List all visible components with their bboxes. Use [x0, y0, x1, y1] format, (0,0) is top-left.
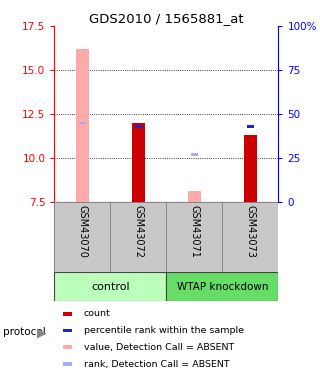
Text: GSM43073: GSM43073 — [245, 206, 255, 258]
Text: percentile rank within the sample: percentile rank within the sample — [84, 326, 244, 335]
Text: control: control — [91, 282, 130, 292]
Text: GSM43070: GSM43070 — [77, 206, 87, 258]
Bar — [79, 122, 86, 124]
FancyBboxPatch shape — [166, 202, 222, 272]
Bar — [63, 345, 72, 349]
Text: ▶: ▶ — [37, 327, 46, 339]
Bar — [76, 49, 89, 202]
Text: GSM43072: GSM43072 — [133, 206, 143, 258]
Bar — [132, 123, 145, 202]
Text: rank, Detection Call = ABSENT: rank, Detection Call = ABSENT — [84, 360, 229, 369]
Text: WTAP knockdown: WTAP knockdown — [177, 282, 268, 292]
Bar — [63, 362, 72, 366]
Bar — [135, 125, 142, 128]
FancyBboxPatch shape — [222, 202, 278, 272]
Bar — [188, 191, 201, 202]
Bar — [247, 125, 254, 128]
Text: GSM43071: GSM43071 — [189, 206, 199, 258]
FancyBboxPatch shape — [110, 202, 166, 272]
FancyBboxPatch shape — [54, 202, 110, 272]
Bar — [63, 328, 72, 332]
Bar — [244, 135, 257, 202]
Bar — [63, 312, 72, 315]
Text: value, Detection Call = ABSENT: value, Detection Call = ABSENT — [84, 343, 234, 352]
Text: protocol: protocol — [3, 327, 46, 337]
FancyBboxPatch shape — [166, 272, 278, 301]
Bar — [191, 153, 198, 156]
Text: count: count — [84, 309, 110, 318]
FancyBboxPatch shape — [54, 272, 166, 301]
Title: GDS2010 / 1565881_at: GDS2010 / 1565881_at — [89, 12, 244, 25]
